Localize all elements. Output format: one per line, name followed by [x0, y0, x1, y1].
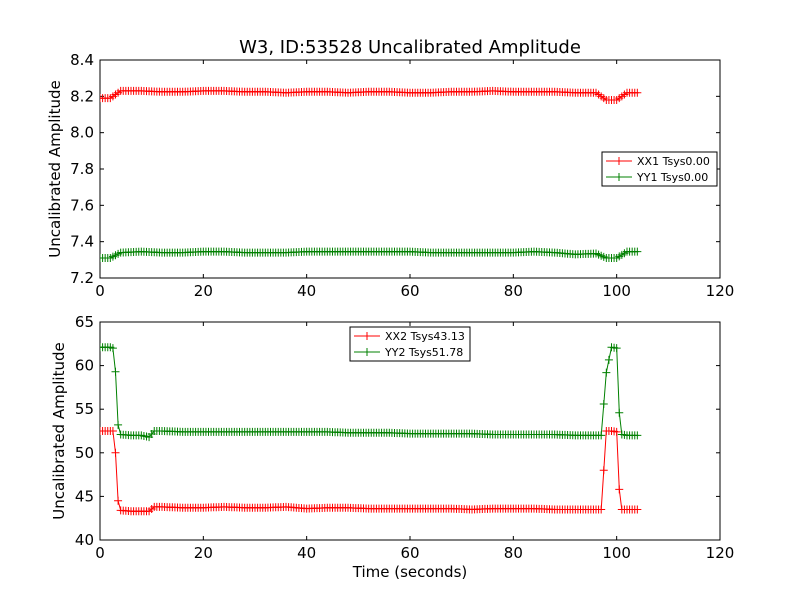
data-point-marker [599, 399, 608, 408]
legend-label: YY1 Tsys0.00 [636, 171, 708, 184]
y-tick-label: 7.8 [70, 160, 94, 178]
data-point-marker [633, 88, 642, 97]
legend: XX1 Tsys0.00 YY1 Tsys0.00 [601, 151, 718, 187]
x-tick-label: 0 [95, 282, 105, 300]
legend-swatch-marker [615, 173, 623, 181]
x-tick-label: 60 [400, 282, 419, 300]
legend-box [349, 326, 471, 362]
y-tick-label: 50 [75, 444, 94, 462]
data-point-marker [114, 496, 123, 505]
series-2 [100, 343, 642, 442]
series-1 [100, 86, 642, 104]
legend-label: XX2 Tsys43.13 [385, 330, 465, 343]
data-point-marker [597, 431, 606, 440]
x-axis-label: Time (seconds) [352, 563, 468, 581]
legend-swatch-marker [363, 332, 371, 340]
y-tick-label: 8.2 [70, 87, 94, 105]
y-tick-label: 7.4 [70, 233, 94, 251]
data-point-marker [114, 420, 123, 429]
data-point-marker [615, 408, 624, 417]
data-point-marker [615, 485, 624, 494]
data-point-marker [633, 505, 642, 514]
y-tick-label: 8.0 [70, 124, 94, 142]
legend-box [601, 151, 718, 187]
legend-swatch-marker [363, 348, 371, 356]
data-point-marker [599, 466, 608, 475]
legend-swatch-marker [615, 157, 623, 165]
data-point-marker [111, 367, 120, 376]
x-tick-label: 100 [602, 282, 631, 300]
x-tick-label: 40 [297, 544, 316, 562]
data-point-marker [633, 247, 642, 256]
legend-label: YY2 Tsys51.78 [384, 346, 463, 359]
y-tick-label: 55 [75, 400, 94, 418]
series-2 [100, 247, 642, 263]
data-point-marker [602, 368, 611, 377]
x-tick-label: 80 [504, 544, 523, 562]
y-tick-label: 7.2 [70, 269, 94, 287]
legend: XX2 Tsys43.13 YY2 Tsys51.78 [349, 326, 471, 362]
data-point-marker [633, 431, 642, 440]
data-point-marker [604, 355, 613, 364]
data-point-marker [108, 427, 117, 435]
x-tick-label: 120 [706, 282, 735, 300]
x-tick-label: 20 [194, 544, 213, 562]
y-tick-label: 45 [75, 487, 94, 505]
x-tick-label: 0 [95, 544, 105, 562]
panel-2: 0 20 40 60 80 100 120 40 45 50 55 60 65 Uncalibrated … [50, 313, 734, 581]
data-point-marker [111, 448, 120, 457]
y-axis-label: Uncalibrated Amplitude [46, 80, 64, 257]
data-point-marker [612, 427, 621, 436]
x-tick-label: 20 [194, 282, 213, 300]
data-point-marker [612, 344, 621, 353]
x-tick-label: 100 [602, 544, 631, 562]
plot-area: 0 20 40 60 80 100 120 7.2 7.4 7.6 7.8 8.0 8.2 8.4 Unca… [46, 51, 734, 581]
y-tick-label: 8.4 [70, 51, 94, 69]
x-tick-label: 120 [706, 544, 735, 562]
data-point-marker [597, 505, 606, 514]
series-1 [100, 427, 642, 516]
y-tick-label: 7.6 [70, 196, 94, 214]
y-axis-label: Uncalibrated Amplitude [50, 342, 68, 519]
y-tick-label: 65 [75, 313, 94, 331]
y-tick-label: 40 [75, 531, 94, 549]
x-tick-label: 60 [400, 544, 419, 562]
legend-label: XX1 Tsys0.00 [637, 155, 710, 168]
figure-title: W3, ID:53528 Uncalibrated Amplitude [239, 37, 581, 58]
panel-1: 0 20 40 60 80 100 120 7.2 7.4 7.6 7.8 8.0 8.2 8.4 Unca… [46, 51, 734, 300]
y-tick-label: 60 [75, 357, 94, 375]
x-tick-label: 40 [297, 282, 316, 300]
data-point-marker [108, 344, 117, 353]
x-tick-label: 80 [504, 282, 523, 300]
